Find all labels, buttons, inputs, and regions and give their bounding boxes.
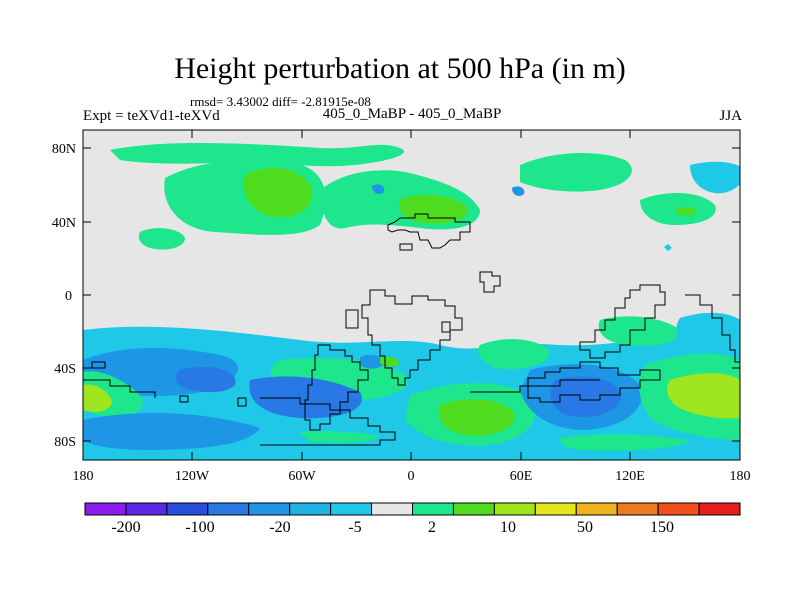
lat-label-40s: 40S	[54, 362, 76, 377]
colorbar-box-13	[616, 502, 659, 516]
season-label: JJA	[719, 108, 742, 124]
lon-ticks	[82, 130, 741, 460]
colorbar-box-15	[698, 502, 741, 516]
lon-label-120w: 120W	[175, 469, 210, 484]
colorbar-label-50: 50	[577, 519, 593, 536]
outline-south-america	[304, 344, 369, 431]
contour-south-yellowgreen-east	[667, 373, 740, 419]
colorbar-box-6	[330, 502, 373, 516]
colorbar-box-7	[371, 502, 413, 516]
colorbar-box-3	[207, 502, 250, 516]
contour-south-blue-deep-west	[175, 366, 236, 393]
outline-islands-mid	[179, 395, 247, 407]
contour-blue-dot-1	[372, 184, 385, 194]
lon-label-180w: 180	[73, 469, 94, 484]
lon-label-60w: 60W	[288, 469, 316, 484]
contour-south-lower-band-blue	[83, 413, 260, 450]
lon-label-0: 0	[408, 469, 415, 484]
contour-south-lower-band-green	[300, 431, 380, 444]
outline-australia	[527, 361, 661, 403]
lon-label-60e: 60E	[510, 469, 533, 484]
outline-east-antarctic	[470, 379, 600, 393]
plot-title: Height perturbation at 500 hPa (in m)	[174, 52, 626, 85]
colorbar-box-5	[289, 502, 332, 516]
outline-small-island	[345, 309, 359, 329]
contour-south-blue-top-east	[676, 312, 740, 353]
contour-south-blue-mid	[249, 376, 362, 419]
lon-label-180e: 180	[730, 469, 751, 484]
contour-asia-green	[520, 153, 632, 192]
subtitle-label: 405_0_MaBP - 405_0_MaBP	[322, 106, 502, 122]
contour-south-deepblue-indian	[550, 376, 622, 418]
colorbar-box-14	[657, 502, 700, 516]
contour-south-green-top-east	[598, 316, 680, 347]
colorbar-box-1	[125, 502, 168, 516]
colorbar-label-10: 10	[500, 519, 516, 536]
contour-east-blip	[675, 207, 697, 216]
contour-north-band-green	[110, 143, 404, 167]
outline-arabia	[479, 271, 501, 293]
colorbar-box-4	[248, 502, 291, 516]
outline-south-america-west	[260, 397, 396, 446]
colorbar-box-11	[534, 502, 577, 516]
contour-pacific-core	[243, 167, 312, 218]
contour-south-yellowgreen-far-west	[83, 384, 112, 412]
contour-south-green-atlantic-north	[478, 339, 550, 370]
outline-europe	[387, 213, 471, 249]
contour-blue-dot-2	[512, 186, 525, 196]
colorbar-box-0	[84, 502, 127, 516]
colorbar-label-minus200: -200	[111, 519, 140, 536]
colorbar-label-minus5: -5	[348, 519, 361, 536]
colorbar-label-150: 150	[650, 519, 674, 536]
lat-label-80s: 80S	[54, 435, 76, 450]
colorbar-label-minus20: -20	[269, 519, 290, 536]
outline-asia-southeast	[579, 284, 666, 359]
colorbar-box-8	[412, 502, 454, 516]
contour-south-brightgreen-atlantic	[438, 399, 515, 436]
outline-new-zealand	[91, 361, 106, 369]
stats-label: rmsd= 3.43002 diff= -2.81915e-08	[190, 94, 371, 109]
outline-pacific-islands-east	[685, 294, 740, 363]
contour-pacific-small-green	[138, 228, 185, 250]
outline-antarctic-edge-west	[83, 379, 156, 398]
contour-mini-blue	[664, 244, 672, 251]
outline-madagascar	[441, 321, 451, 333]
contour-south-lower-band-green-2	[559, 434, 690, 451]
colorbar-box-12	[575, 502, 618, 516]
colorbar-box-10	[493, 502, 536, 516]
contour-south-small-blue	[360, 354, 384, 369]
outline-africa	[361, 289, 463, 386]
experiment-label: Expt = teXVd1-teXVd	[83, 108, 220, 124]
contour-field	[83, 143, 740, 460]
lat-ticks	[83, 147, 740, 442]
colorbar-label-minus100: -100	[185, 519, 214, 536]
colorbar-label-2: 2	[428, 519, 436, 536]
lat-label-eq: 0	[65, 289, 72, 304]
contour-atlantic-core	[398, 194, 469, 224]
lat-label-80n: 80N	[52, 142, 76, 157]
outline-europe-fragment	[399, 243, 413, 251]
colorbar-box-2	[166, 502, 209, 516]
colorbar	[84, 502, 741, 516]
colorbar-frame	[84, 502, 741, 516]
colorbar-box-9	[452, 502, 495, 516]
lon-label-120e: 120E	[615, 469, 645, 484]
continent-outlines	[83, 213, 740, 446]
contour-asia-blue-blob	[690, 161, 740, 194]
lat-label-40n: 40N	[52, 216, 76, 231]
